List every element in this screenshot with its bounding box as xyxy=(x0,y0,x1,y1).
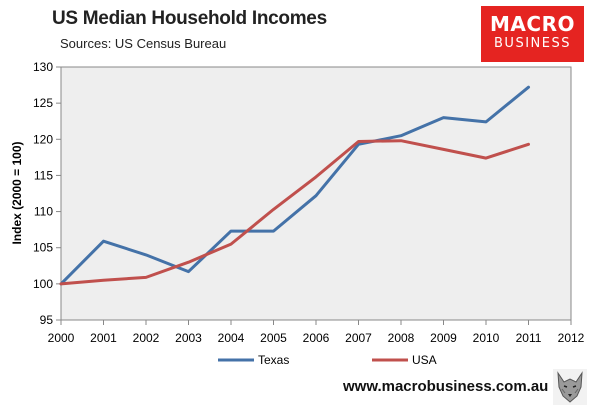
y-tick-label: 95 xyxy=(40,313,54,327)
x-tick-label: 2008 xyxy=(388,331,415,345)
x-tick-label: 2012 xyxy=(558,331,585,345)
macrobusiness-logo[interactable]: MACRO BUSINESS xyxy=(481,6,584,62)
y-axis-label: Index (2000 = 100) xyxy=(10,141,24,244)
x-tick-label: 2005 xyxy=(260,331,287,345)
wolf-icon xyxy=(553,369,587,405)
footer-url[interactable]: www.macrobusiness.com.au xyxy=(343,378,549,395)
x-tick-label: 2009 xyxy=(430,331,457,345)
logo-line-2: BUSINESS xyxy=(494,36,571,51)
chart-subtitle: Sources: US Census Bureau xyxy=(60,36,227,51)
y-tick-label: 120 xyxy=(33,132,53,146)
legend-label-usa: USA xyxy=(412,353,437,367)
logo-line-1: MACRO xyxy=(490,12,575,36)
x-tick-label: 2004 xyxy=(218,331,245,345)
series-line-texas xyxy=(59,85,530,286)
y-tick-label: 105 xyxy=(33,241,53,255)
chart-title: US Median Household Incomes xyxy=(52,8,327,29)
y-tick-label: 115 xyxy=(34,168,53,182)
x-tick-label: 2001 xyxy=(90,331,117,345)
legend-label-texas: Texas xyxy=(258,353,289,367)
y-tick-label: 125 xyxy=(33,96,53,110)
x-tick-label: 2010 xyxy=(473,331,500,345)
x-tick-label: 2002 xyxy=(133,331,160,345)
y-tick-label: 130 xyxy=(33,60,53,74)
x-tick-label: 2007 xyxy=(345,331,372,345)
x-tick-label: 2003 xyxy=(175,331,202,345)
x-tick-label: 2011 xyxy=(516,331,542,345)
x-tick-label: 2000 xyxy=(48,331,75,345)
y-tick-label: 110 xyxy=(34,205,53,219)
series-line-usa xyxy=(59,139,530,286)
y-tick-label: 100 xyxy=(33,277,53,291)
x-tick-label: 2006 xyxy=(303,331,330,345)
